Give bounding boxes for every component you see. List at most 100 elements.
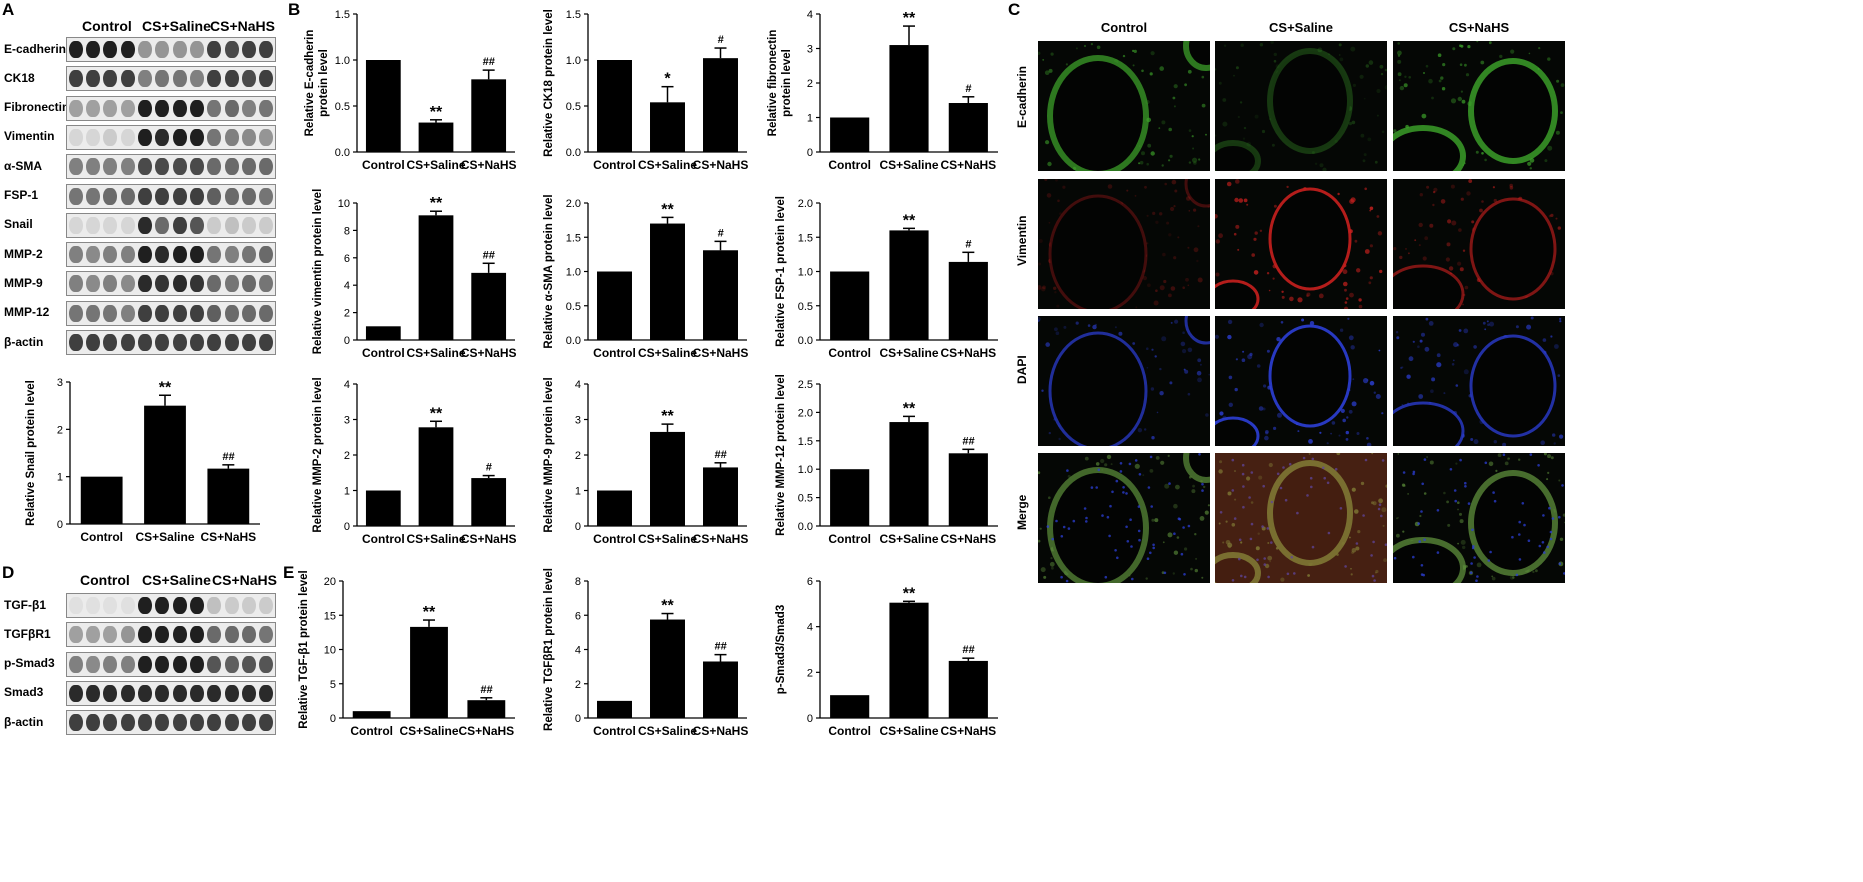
blot-row-label: E-cadherin	[4, 41, 67, 56]
blot-band	[241, 275, 257, 293]
bar	[948, 261, 988, 340]
x-tick-label: CS+Saline	[879, 158, 938, 172]
bar	[467, 700, 506, 718]
blot-band	[85, 714, 101, 732]
y-tick-label: 0.0	[798, 521, 813, 533]
blot-strip	[66, 37, 276, 62]
blot-band	[224, 626, 239, 644]
blot-band	[85, 597, 101, 614]
blot-strip	[66, 651, 276, 677]
bar	[471, 79, 507, 152]
blot-band	[85, 334, 101, 351]
y-tick-label: 2	[575, 679, 581, 691]
x-tick-label: CS+Saline	[638, 158, 697, 172]
blot-band	[103, 334, 118, 351]
x-tick-label: CS+NaHS	[693, 346, 749, 360]
bar	[703, 661, 738, 718]
x-tick-label: CS+NaHS	[940, 346, 996, 360]
significance-label: **	[430, 104, 443, 121]
bar	[418, 122, 454, 152]
y-tick-label: 1.0	[798, 267, 813, 279]
significance-label: #	[486, 462, 493, 474]
blot-band	[103, 714, 118, 732]
blot-band	[103, 597, 118, 614]
y-axis-label: Relative α-SMA protein level	[543, 194, 555, 348]
blot-band	[137, 275, 153, 293]
y-tick-label: 1.5	[566, 232, 581, 244]
x-tick-label: CS+Saline	[399, 724, 458, 738]
blot-band	[241, 684, 257, 702]
x-tick-label: CS+NaHS	[458, 724, 514, 738]
x-tick-label: CS+NaHS	[461, 346, 517, 360]
blot-band	[224, 304, 239, 322]
blot-band	[259, 70, 274, 88]
x-tick-label: CS+NaHS	[461, 158, 517, 172]
blot-band	[207, 216, 222, 234]
y-tick-label: 0	[575, 521, 581, 533]
significance-label: ##	[483, 249, 496, 261]
bar	[889, 45, 929, 152]
bar	[410, 626, 448, 718]
blot-band	[85, 655, 101, 673]
blot-band	[172, 684, 187, 702]
blot-band	[120, 304, 135, 322]
blot-band	[85, 70, 101, 88]
y-tick-label: 20	[324, 576, 336, 588]
bar	[365, 60, 401, 152]
blot-band	[224, 158, 239, 176]
y-tick-label: 0.5	[566, 301, 581, 313]
blot-row-label: MMP-12	[4, 305, 50, 320]
y-tick-label: 4	[344, 379, 350, 391]
blot-row-label: MMP-9	[4, 275, 43, 290]
blot-band	[155, 684, 170, 702]
blot-band	[207, 597, 222, 614]
y-tick-label: 3	[57, 377, 63, 389]
x-tick-label: Control	[362, 346, 405, 360]
bar	[471, 478, 507, 526]
blot-band	[85, 99, 101, 117]
blot-band	[68, 304, 83, 322]
blot-row-label: Vimentin	[4, 129, 55, 144]
blot-band	[189, 41, 205, 58]
blot-band	[68, 334, 83, 351]
significance-label: **	[661, 598, 674, 615]
blot-band	[189, 275, 205, 293]
blot-band	[85, 128, 101, 146]
blot-band	[155, 597, 170, 614]
blot-d-group-control: Control	[80, 572, 130, 588]
blot-band	[207, 684, 222, 702]
blot-band	[155, 626, 170, 644]
blot-band	[207, 626, 222, 644]
bar	[418, 427, 454, 526]
significance-label: **	[903, 585, 916, 602]
blot-band	[259, 216, 274, 234]
blot-band	[259, 304, 274, 322]
y-tick-label: 0.5	[566, 101, 581, 113]
blot-strip	[66, 242, 276, 268]
blot-band	[241, 128, 257, 146]
blot-band	[120, 128, 135, 146]
blot-band	[172, 216, 187, 234]
blot-band	[155, 70, 170, 88]
blot-band	[103, 626, 118, 644]
y-tick-label: 1.5	[335, 9, 350, 21]
y-axis-label: Relative TGFβR1 protein level	[543, 568, 555, 731]
blot-band	[68, 597, 83, 614]
significance-label: ##	[714, 449, 727, 461]
blot-band	[120, 597, 135, 614]
blot-band	[241, 304, 257, 322]
blot-band	[137, 128, 153, 146]
bar	[650, 223, 685, 340]
significance-label: **	[430, 195, 443, 212]
blot-band	[207, 99, 222, 117]
blot-band	[189, 655, 205, 673]
blot-band	[155, 158, 170, 176]
immunofluorescence-panel: Control CS+Saline CS+NaHS E-cadherin Vim…	[1000, 0, 1863, 600]
y-tick-label: 4	[807, 622, 813, 634]
blot-band	[137, 216, 153, 234]
blot-strip	[66, 95, 276, 121]
blot-band	[68, 655, 83, 673]
blot-band	[68, 158, 83, 176]
if-image-tile	[1215, 453, 1387, 583]
blot-band	[207, 70, 222, 88]
